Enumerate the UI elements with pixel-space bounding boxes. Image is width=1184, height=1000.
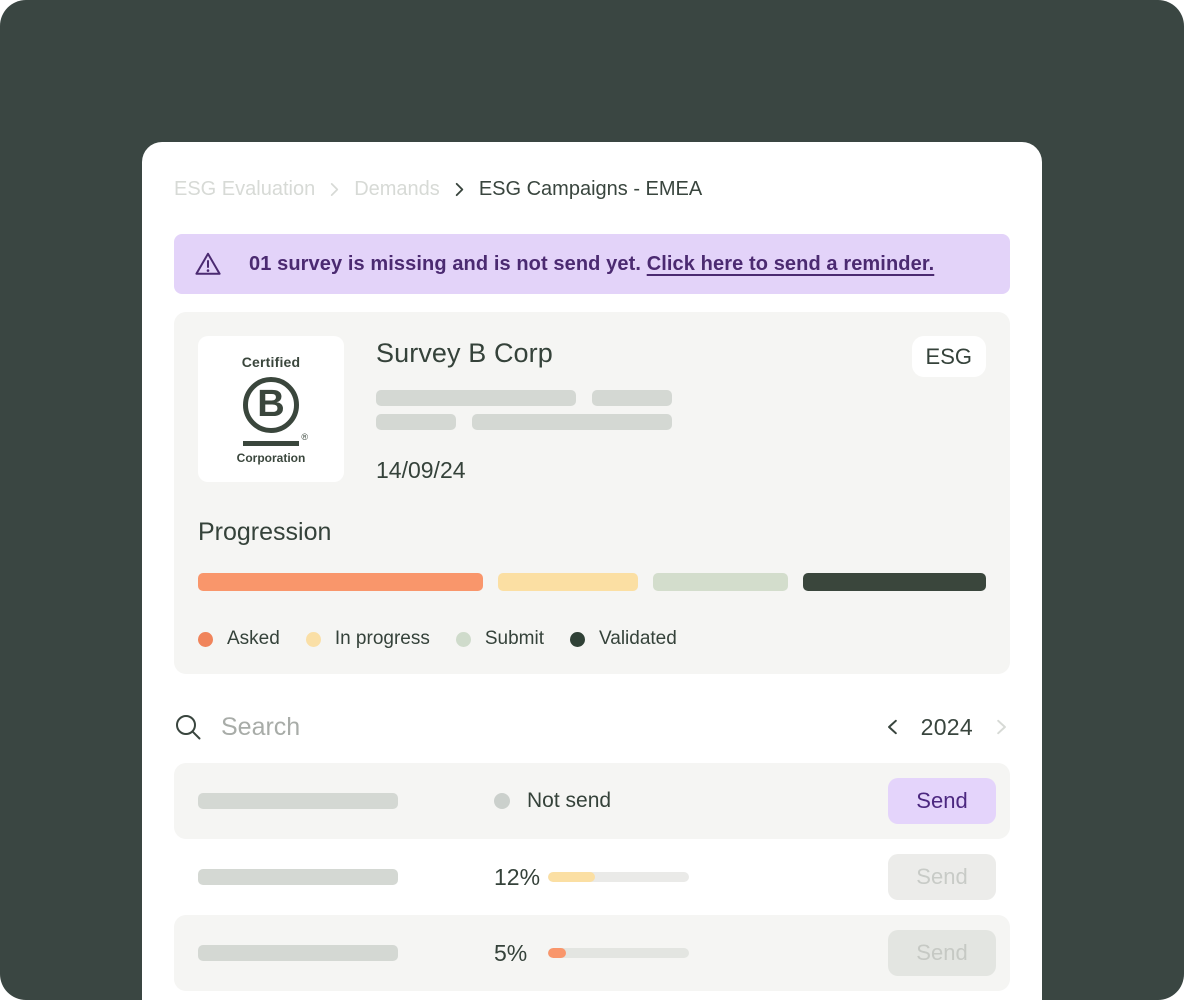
skeleton-placeholder-row [376, 414, 912, 430]
row-progress: 12% [494, 864, 689, 891]
send-reminder-link[interactable]: Click here to send a reminder. [646, 252, 935, 275]
breadcrumb-item-current: ESG Campaigns - EMEA [478, 178, 703, 200]
esg-badge: ESG [911, 336, 986, 377]
status-dot [494, 793, 510, 809]
legend-label: Validated [599, 628, 677, 649]
legend-item-in-progress: In progress [305, 628, 430, 650]
legend-item-validated: Validated [570, 628, 677, 650]
search-icon [174, 713, 202, 741]
survey-title: Survey B Corp [376, 338, 553, 368]
bcorp-logo-corporation-text: Corporation [236, 450, 306, 465]
search-toolbar: 2024 [174, 701, 1010, 753]
progression-segment-validated [803, 573, 986, 591]
progression-segment-submit [653, 573, 788, 591]
table-row: 12% Send [174, 839, 1010, 915]
progression-bar [198, 573, 986, 591]
skeleton-bar [376, 414, 456, 430]
progress-fill [548, 948, 567, 958]
row-status: Not send [494, 789, 611, 813]
progression-title: Progression [198, 518, 332, 546]
legend-dot-asked [198, 631, 213, 647]
progression-segment-in-progress [498, 573, 638, 591]
percent-label: 12% [494, 863, 541, 890]
table-row: Not send Send [174, 763, 1010, 839]
warning-icon [194, 251, 222, 277]
bcorp-logo-certified-text: Certified [241, 353, 301, 370]
breadcrumb: ESG Evaluation Demands ESG Campaigns - E… [174, 178, 1010, 201]
skeleton-bar [198, 869, 398, 885]
legend-dot-in-progress [305, 631, 321, 647]
search-input[interactable] [221, 712, 641, 742]
survey-date: 14/09/24 [376, 457, 466, 483]
legend-dot-validated [570, 631, 585, 647]
bcorp-logo-b-mark: B [243, 376, 299, 433]
legend-item-asked: Asked [198, 628, 280, 650]
registered-trademark-icon: ® [301, 431, 308, 442]
table-row: 5% Send [174, 915, 1010, 991]
skeleton-bar [376, 390, 576, 406]
survey-info: Survey B Corp 14/09/24 [376, 336, 912, 484]
progress-fill [548, 872, 595, 882]
bcorp-logo: Certified B ® Corporation [198, 336, 344, 482]
send-button-disabled[interactable]: Send [888, 854, 996, 900]
percent-label: 5% [494, 939, 528, 966]
legend-dot-submit [455, 631, 471, 647]
previous-year-button[interactable] [884, 718, 902, 736]
skeleton-bar [472, 414, 672, 430]
send-button-disabled[interactable]: Send [888, 930, 996, 976]
status-label: Not send [527, 789, 612, 812]
progression-legend: Asked In progress Submit Validated [198, 628, 986, 650]
year-navigation: 2024 [884, 714, 1010, 741]
year-label: 2024 [920, 713, 973, 740]
chevron-right-icon [327, 182, 342, 197]
row-progress: 5% [494, 940, 689, 967]
main-card: ESG Evaluation Demands ESG Campaigns - E… [142, 142, 1042, 1000]
legend-label: In progress [334, 628, 430, 649]
skeleton-bar [198, 793, 398, 809]
skeleton-bar [592, 390, 672, 406]
alert-banner: 01 survey is missing and is not send yet… [174, 234, 1010, 294]
progress-track [548, 948, 689, 958]
search-box [174, 712, 884, 742]
breadcrumb-item-demands[interactable]: Demands [354, 178, 440, 200]
alert-message: 01 survey is missing and is not send yet… [249, 253, 934, 276]
survey-panel: Certified B ® Corporation Survey B Corp [174, 312, 1010, 674]
legend-label: Submit [484, 628, 544, 649]
skeleton-bar [198, 945, 398, 961]
survey-rows: Not send Send 12% Send 5% [174, 763, 1010, 991]
chevron-right-icon [452, 182, 467, 197]
next-year-button[interactable] [992, 718, 1010, 736]
bcorp-logo-underline: ® [243, 432, 308, 446]
legend-label: Asked [227, 628, 280, 649]
progression-segment-asked [198, 573, 483, 591]
alert-message-text: 01 survey is missing and is not send yet… [249, 252, 642, 275]
breadcrumb-item-esg-evaluation[interactable]: ESG Evaluation [174, 178, 316, 200]
survey-header: Certified B ® Corporation Survey B Corp [198, 336, 986, 484]
legend-item-submit: Submit [455, 628, 544, 650]
send-button[interactable]: Send [888, 778, 996, 824]
progress-track [548, 872, 689, 882]
skeleton-placeholder-row [376, 390, 912, 406]
